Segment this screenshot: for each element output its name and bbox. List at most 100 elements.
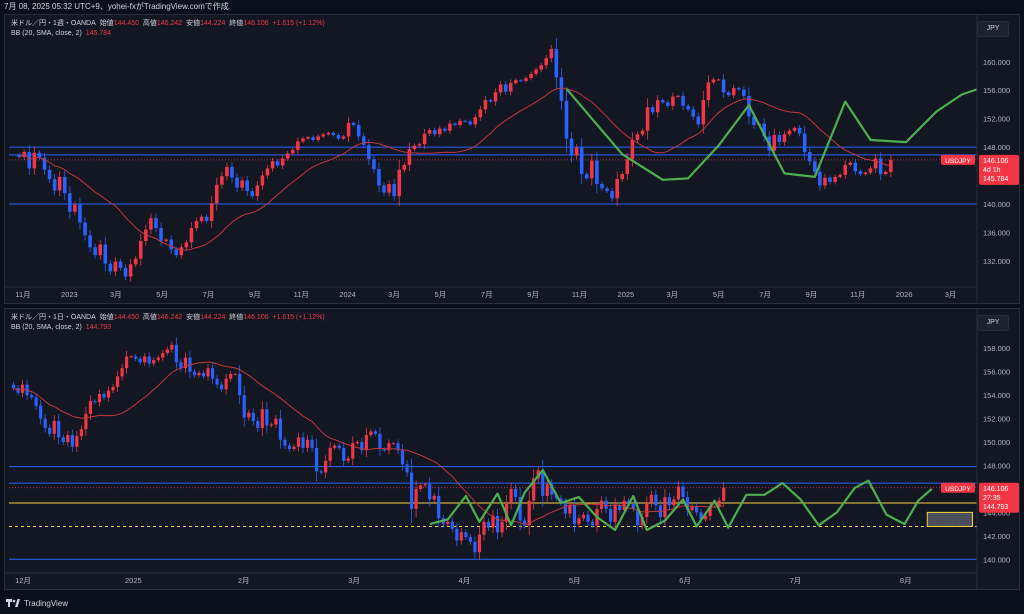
legend-low-label: 安値: [186, 314, 201, 321]
candle: [823, 177, 827, 186]
candle: [450, 521, 454, 529]
candle: [373, 431, 377, 434]
candle: [563, 503, 567, 514]
y-tick-label: 158.000: [983, 344, 1010, 353]
candle: [34, 397, 38, 406]
candle: [500, 521, 504, 533]
candle: [57, 420, 61, 438]
daily-chart-pane[interactable]: 158.000 156.000 154.000 152.000 150.000 148.0…: [4, 308, 1020, 590]
candle: [43, 418, 47, 428]
candle: [726, 92, 731, 96]
daily-legend: 米ドル／円・1日・OANDA 始値144.450 高値146.242 安値144…: [11, 313, 325, 333]
candle: [884, 171, 888, 175]
candle: [355, 442, 359, 444]
x-tick-label: 5月: [569, 576, 581, 585]
y-tick-label: 148.000: [983, 461, 1010, 470]
candle: [523, 520, 527, 526]
footer-brand: TradingView: [24, 598, 69, 608]
candle: [316, 136, 320, 140]
candle: [240, 180, 244, 188]
candle: [590, 160, 594, 179]
candle: [120, 368, 124, 377]
candle: [270, 161, 275, 169]
candle: [382, 449, 387, 451]
candle: [437, 495, 441, 519]
candle: [590, 521, 595, 526]
candle: [174, 249, 179, 256]
legend-high: 146.242: [156, 314, 183, 321]
countdown-label: 27:35: [983, 495, 1001, 502]
candle: [514, 80, 518, 84]
candle: [654, 494, 658, 506]
x-tick-label: 7月: [759, 290, 771, 299]
weekly-legend: 米ドル／円・1週・OANDA 始値144.450 高値146.242 安値144…: [11, 19, 325, 39]
candle: [569, 138, 574, 156]
candle: [685, 497, 690, 511]
candle: [432, 130, 437, 135]
candle: [453, 123, 457, 126]
candle: [400, 450, 405, 465]
candle: [595, 160, 599, 185]
candle: [391, 443, 396, 445]
bollinger-basis-line: [13, 361, 724, 525]
candle: [458, 120, 462, 126]
candle: [256, 420, 260, 428]
candle: [609, 508, 613, 522]
legend-symbol: 米ドル／円・1日・OANDA: [11, 314, 96, 321]
candle: [341, 136, 346, 139]
candle: [47, 169, 52, 180]
target-zone-box: [926, 511, 973, 527]
candle: [667, 497, 671, 506]
candle: [356, 125, 361, 137]
candle: [224, 378, 228, 390]
candle: [204, 216, 209, 222]
candle: [645, 107, 650, 131]
candle: [138, 358, 142, 363]
candle: [133, 258, 138, 265]
x-tick-label: 2026: [896, 290, 913, 299]
candle: [342, 447, 346, 461]
price-axis: [977, 309, 1019, 589]
candle: [529, 73, 533, 79]
candle: [716, 79, 721, 81]
candle: [488, 100, 493, 102]
candle: [292, 446, 296, 450]
candle: [392, 184, 396, 197]
footer: TradingView: [6, 598, 68, 608]
candle: [772, 134, 777, 151]
candle: [706, 82, 711, 101]
candle: [661, 100, 665, 103]
daily-chart-canvas[interactable]: 158.000 156.000 154.000 152.000 150.000 148.0…: [5, 309, 1020, 590]
candle: [174, 344, 178, 363]
candle: [315, 447, 319, 472]
candle: [197, 372, 201, 376]
candle: [618, 505, 622, 511]
x-tick-label: 11月: [294, 290, 309, 299]
candle: [192, 371, 197, 376]
candle: [615, 179, 619, 199]
candle: [233, 374, 237, 376]
currency-button[interactable]: JPY: [977, 21, 1009, 37]
candle: [62, 176, 67, 194]
candle: [238, 374, 242, 396]
candle: [183, 357, 187, 369]
candle: [189, 228, 194, 243]
symbol-tag-label: USDJPY: [945, 158, 971, 165]
chart-caption: 7月 08, 2025 05:32 UTC+9、yohei-fxがTrading…: [4, 2, 229, 11]
legend-symbol: 米ドル／円・1週・OANDA: [11, 20, 96, 27]
candle: [220, 384, 224, 390]
candle: [409, 472, 414, 509]
candle: [66, 435, 70, 443]
weekly-chart-pane[interactable]: 160.000156.000152.000148.000144.000140.0…: [4, 14, 1020, 304]
candle: [649, 494, 653, 503]
legend-change: +1.615 (+1.12%): [272, 314, 325, 321]
candle: [610, 191, 614, 199]
weekly-chart-canvas[interactable]: 160.000156.000152.000148.000144.000140.0…: [5, 15, 1020, 304]
candle: [463, 120, 467, 122]
x-tick-label: 12月: [15, 576, 31, 585]
candle: [477, 534, 482, 553]
candle: [52, 179, 57, 191]
legend-close-label: 終値: [229, 20, 244, 27]
currency-button[interactable]: JPY: [977, 315, 1009, 331]
candle: [721, 79, 726, 93]
